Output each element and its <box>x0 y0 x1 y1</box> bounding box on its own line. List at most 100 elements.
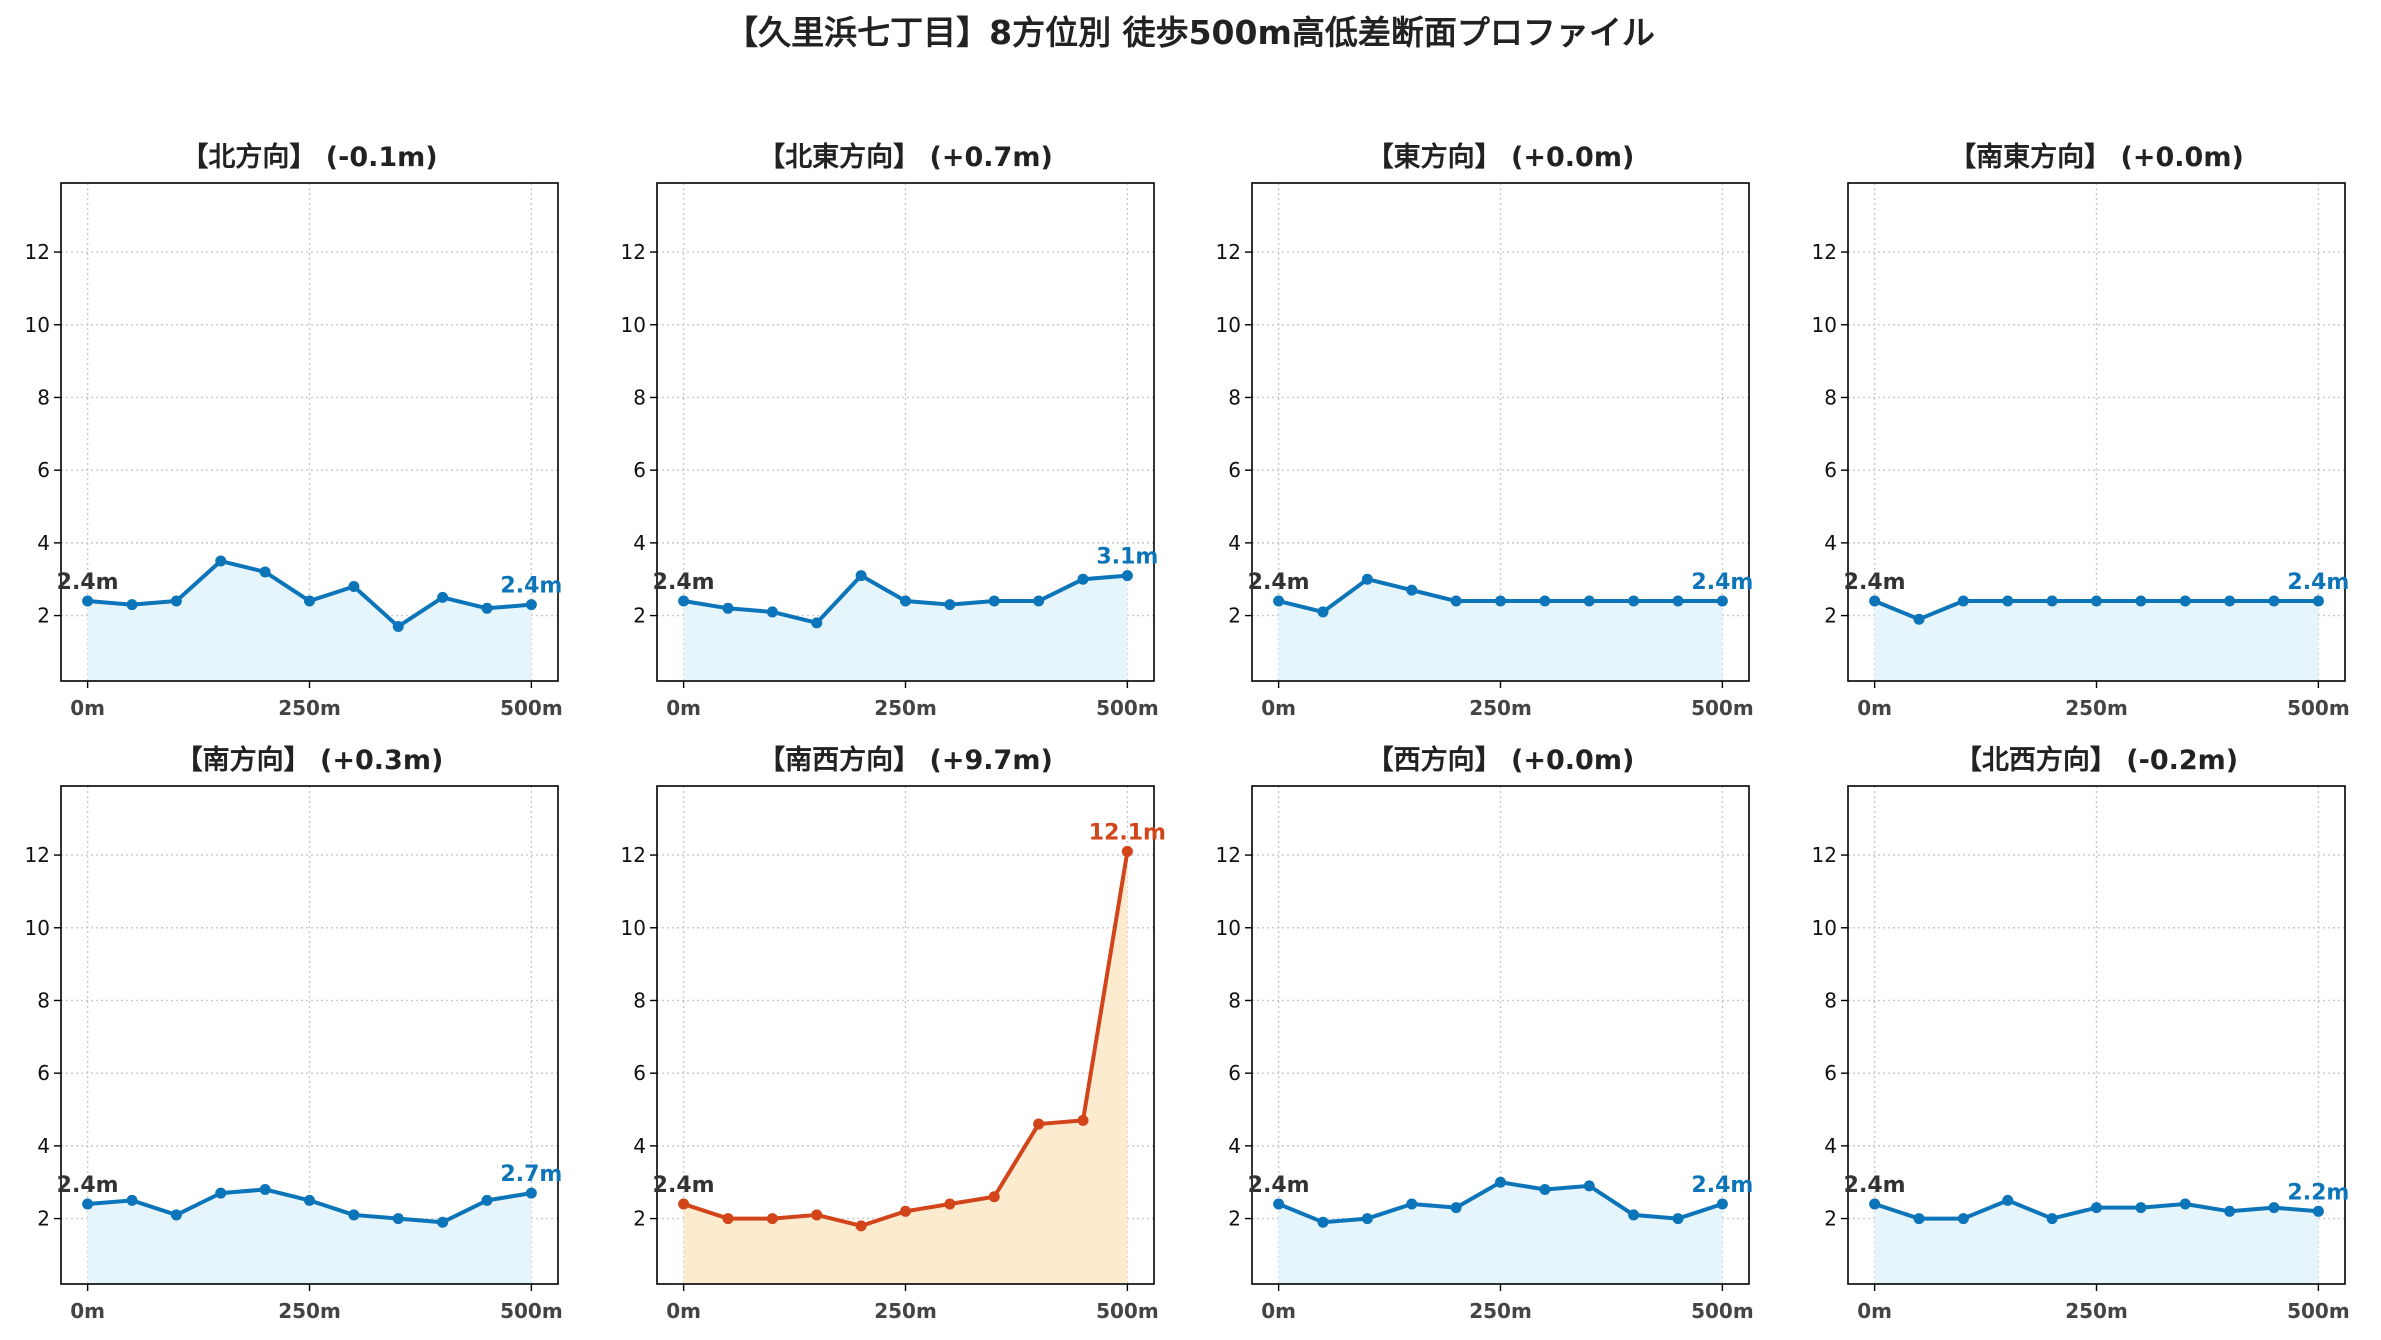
y-tick-label: 2 <box>633 1207 646 1231</box>
data-point <box>481 602 493 614</box>
y-tick-label: 8 <box>1228 385 1241 409</box>
data-point <box>2002 1194 2014 1206</box>
data-point <box>1450 595 1462 607</box>
y-tick-label: 2 <box>633 604 646 628</box>
start-value-label: 2.4m <box>1844 570 1906 595</box>
data-point <box>766 1213 778 1225</box>
x-tick-label: 0m <box>1261 1299 1296 1323</box>
figure-title: 【久里浜七丁目】8方位別 徒歩500m高低差断面プロファイル <box>725 13 1655 52</box>
end-value-label: 2.4m <box>2287 570 2349 595</box>
x-tick-label: 250m <box>874 1299 937 1323</box>
start-value-label: 2.4m <box>653 570 715 595</box>
x-tick-label: 0m <box>70 696 105 720</box>
data-point <box>1077 573 1089 585</box>
data-point <box>1628 595 1640 607</box>
y-tick-label: 4 <box>1228 531 1241 555</box>
y-tick-label: 4 <box>37 531 50 555</box>
y-tick-label: 6 <box>1824 1061 1837 1085</box>
y-tick-label: 10 <box>1216 313 1241 337</box>
data-point <box>170 595 182 607</box>
data-point <box>2312 1205 2324 1217</box>
data-point <box>1121 570 1133 582</box>
panel-4: 【南方向】 (+0.3m) 2 4 6 8 10 12 0m 250m 500m 2.4m 2.7m <box>25 744 563 1323</box>
y-tick-label: 12 <box>1216 843 1241 867</box>
y-tick-label: 12 <box>1812 843 1837 867</box>
data-point <box>1033 1118 1045 1130</box>
data-point <box>1913 613 1925 625</box>
data-point <box>525 599 537 611</box>
y-tick-label: 2 <box>1824 604 1837 628</box>
y-tick-label: 10 <box>1216 916 1241 940</box>
y-tick-label: 6 <box>1228 1061 1241 1085</box>
y-tick-label: 8 <box>1824 988 1837 1012</box>
panel-6: 【西方向】 (+0.0m) 2 4 6 8 10 12 0m 250m 500m 2.4m 2.4m <box>1216 744 1754 1323</box>
y-tick-label: 10 <box>621 916 646 940</box>
end-value-label: 3.1m <box>1096 545 1158 570</box>
elevation-area <box>87 561 532 681</box>
x-tick-label: 250m <box>874 696 937 720</box>
panel-1: 【北東方向】 (+0.7m) 2 4 6 8 10 12 0m 250m 500m 2.4m 3.1m <box>621 141 1159 720</box>
x-tick-label: 250m <box>2065 1299 2128 1323</box>
data-point <box>2312 595 2324 607</box>
x-tick-label: 500m <box>500 696 563 720</box>
data-point <box>1361 1213 1373 1225</box>
x-tick-label: 0m <box>666 1299 701 1323</box>
data-point <box>215 1187 227 1199</box>
elevation-area <box>1278 579 1723 681</box>
data-point <box>944 1198 956 1210</box>
end-value-label: 2.7m <box>500 1162 562 1187</box>
y-tick-label: 10 <box>1812 313 1837 337</box>
y-tick-label: 4 <box>37 1134 50 1158</box>
data-point <box>1406 584 1418 596</box>
data-point <box>1539 595 1551 607</box>
x-tick-label: 500m <box>1691 1299 1754 1323</box>
data-point <box>1273 595 1285 607</box>
x-tick-label: 500m <box>1096 1299 1159 1323</box>
y-tick-label: 2 <box>1228 604 1241 628</box>
data-point <box>437 1216 449 1228</box>
elevation-area <box>1874 601 2319 681</box>
data-point <box>1033 595 1045 607</box>
y-tick-label: 8 <box>37 385 50 409</box>
start-value-label: 2.4m <box>57 1173 119 1198</box>
data-point <box>1406 1198 1418 1210</box>
y-tick-label: 2 <box>37 1207 50 1231</box>
y-tick-label: 2 <box>37 604 50 628</box>
data-point <box>215 555 227 567</box>
data-point <box>1539 1183 1551 1195</box>
data-point <box>481 1194 493 1206</box>
end-value-label: 2.4m <box>1691 570 1753 595</box>
data-point <box>811 617 823 629</box>
y-tick-label: 4 <box>1228 1134 1241 1158</box>
data-point <box>722 602 734 614</box>
y-tick-label: 6 <box>37 458 50 482</box>
x-tick-label: 0m <box>1857 1299 1892 1323</box>
data-point <box>170 1209 182 1221</box>
data-point <box>437 591 449 603</box>
data-point <box>392 620 404 632</box>
end-value-label: 2.4m <box>500 574 562 599</box>
data-point <box>2135 1202 2147 1214</box>
data-point <box>304 595 315 607</box>
data-point <box>1077 1114 1089 1126</box>
data-point <box>1495 1176 1506 1188</box>
y-tick-label: 4 <box>633 1134 646 1158</box>
y-tick-label: 8 <box>37 988 50 1012</box>
panel-title: 【北方向】 (-0.1m) <box>181 141 437 173</box>
x-tick-label: 0m <box>1261 696 1296 720</box>
start-value-label: 2.4m <box>57 570 119 595</box>
y-tick-label: 4 <box>1824 531 1837 555</box>
data-point <box>678 595 690 607</box>
data-point <box>126 1194 138 1206</box>
panel-title: 【北東方向】 (+0.7m) <box>758 141 1053 173</box>
data-point <box>1957 595 1969 607</box>
data-point <box>2268 1202 2280 1214</box>
data-point <box>1716 595 1728 607</box>
data-point <box>988 1191 1000 1203</box>
elevation-area <box>87 1189 532 1284</box>
y-tick-label: 6 <box>633 1061 646 1085</box>
panel-2: 【東方向】 (+0.0m) 2 4 6 8 10 12 0m 250m 500m 2.4m 2.4m <box>1216 141 1754 720</box>
start-value-label: 2.4m <box>653 1173 715 1198</box>
y-tick-label: 12 <box>621 843 646 867</box>
end-value-label: 12.1m <box>1089 820 1166 845</box>
